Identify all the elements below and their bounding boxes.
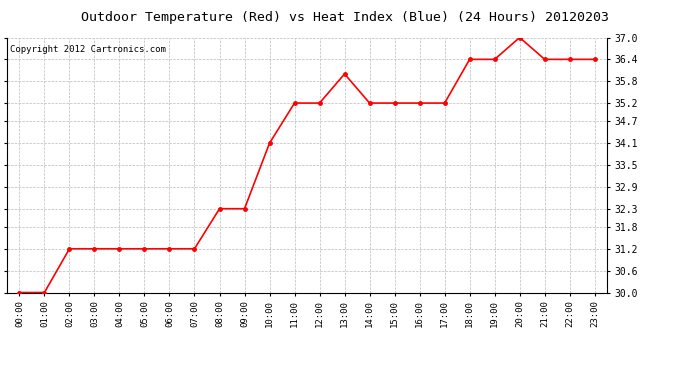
Text: Copyright 2012 Cartronics.com: Copyright 2012 Cartronics.com xyxy=(10,45,166,54)
Text: Outdoor Temperature (Red) vs Heat Index (Blue) (24 Hours) 20120203: Outdoor Temperature (Red) vs Heat Index … xyxy=(81,11,609,24)
